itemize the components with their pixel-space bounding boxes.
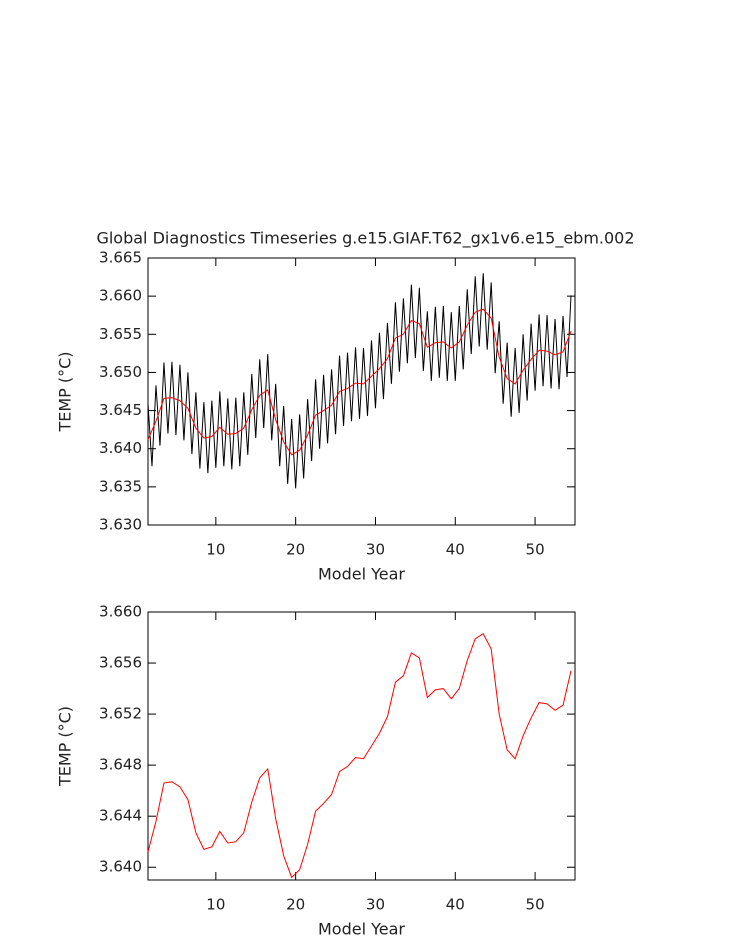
x-axis-label: Model Year (318, 920, 405, 939)
y-tick-label: 3.652 (99, 705, 142, 723)
data-line (147, 308, 572, 456)
y-tick-label: 3.650 (99, 363, 142, 381)
y-tick-label: 3.645 (99, 401, 142, 419)
y-tick-label: 3.660 (99, 603, 142, 621)
y-tick-label: 3.640 (99, 439, 142, 457)
y-axis-label: TEMP (°C) (56, 706, 75, 787)
y-tick-label: 3.648 (99, 756, 142, 774)
x-axis-label: Model Year (318, 565, 405, 584)
data-line (147, 273, 572, 489)
y-axis-label: TEMP (°C) (56, 351, 75, 432)
x-tick-label: 50 (526, 896, 545, 914)
y-tick-label: 3.630 (99, 516, 142, 534)
x-tick-label: 40 (446, 896, 465, 914)
data-line (147, 632, 572, 879)
x-tick-label: 20 (286, 541, 305, 559)
y-tick-label: 3.635 (99, 477, 142, 495)
y-tick-label: 3.660 (99, 287, 142, 305)
x-tick-label: 10 (206, 541, 225, 559)
y-tick-label: 3.640 (99, 858, 142, 876)
x-tick-label: 30 (366, 541, 385, 559)
plot-frame (147, 257, 576, 526)
y-tick-label: 3.644 (99, 807, 142, 825)
chart-title: Global Diagnostics Timeseries g.e15.GIAF… (96, 229, 634, 249)
y-tick-label: 3.655 (99, 325, 142, 343)
x-tick-label: 50 (526, 541, 545, 559)
y-tick-label: 3.665 (99, 249, 142, 267)
x-tick-label: 40 (446, 541, 465, 559)
x-tick-label: 30 (366, 896, 385, 914)
x-tick-label: 10 (206, 896, 225, 914)
y-tick-label: 3.656 (99, 654, 142, 672)
plot-frame (147, 611, 576, 881)
x-tick-label: 20 (286, 896, 305, 914)
